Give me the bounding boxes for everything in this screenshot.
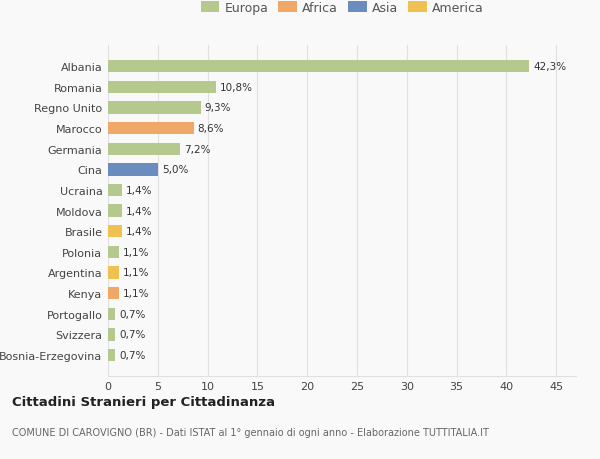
- Legend: Europa, Africa, Asia, America: Europa, Africa, Asia, America: [198, 0, 486, 17]
- Text: COMUNE DI CAROVIGNO (BR) - Dati ISTAT al 1° gennaio di ogni anno - Elaborazione : COMUNE DI CAROVIGNO (BR) - Dati ISTAT al…: [12, 427, 489, 437]
- Bar: [108, 164, 158, 176]
- Text: 1,1%: 1,1%: [123, 268, 149, 278]
- Text: 1,1%: 1,1%: [123, 247, 149, 257]
- Text: 9,3%: 9,3%: [205, 103, 231, 113]
- Text: 0,7%: 0,7%: [119, 309, 145, 319]
- Bar: [108, 102, 200, 114]
- Text: 7,2%: 7,2%: [184, 145, 210, 154]
- Bar: [108, 287, 119, 300]
- Text: 1,4%: 1,4%: [126, 206, 152, 216]
- Bar: [108, 246, 119, 258]
- Text: 42,3%: 42,3%: [533, 62, 566, 72]
- Text: 1,4%: 1,4%: [126, 227, 152, 237]
- Text: 5,0%: 5,0%: [162, 165, 188, 175]
- Bar: [108, 267, 119, 279]
- Bar: [108, 123, 194, 135]
- Bar: [108, 205, 122, 217]
- Text: 1,4%: 1,4%: [126, 185, 152, 196]
- Text: 10,8%: 10,8%: [220, 83, 253, 93]
- Text: 1,1%: 1,1%: [123, 288, 149, 298]
- Text: Cittadini Stranieri per Cittadinanza: Cittadini Stranieri per Cittadinanza: [12, 395, 275, 408]
- Bar: [108, 308, 115, 320]
- Bar: [108, 82, 215, 94]
- Text: 0,7%: 0,7%: [119, 350, 145, 360]
- Bar: [108, 61, 529, 73]
- Bar: [108, 185, 122, 197]
- Text: 8,6%: 8,6%: [197, 124, 224, 134]
- Text: 0,7%: 0,7%: [119, 330, 145, 340]
- Bar: [108, 225, 122, 238]
- Bar: [108, 349, 115, 361]
- Bar: [108, 143, 179, 156]
- Bar: [108, 329, 115, 341]
